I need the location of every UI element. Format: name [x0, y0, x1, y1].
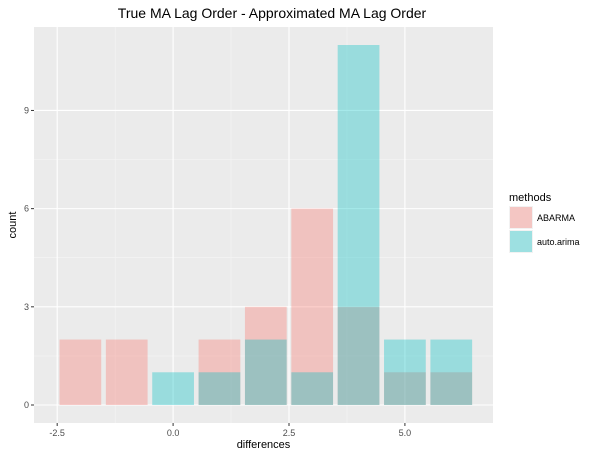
bar-abarma-5 [337, 306, 380, 405]
bar-auto-arima-0 [152, 372, 194, 405]
bar-abarma-2 [198, 339, 241, 405]
bar-auto-arima-4 [337, 45, 380, 405]
bar-abarma-6 [384, 372, 426, 405]
bar-auto-arima-1 [198, 372, 241, 405]
bar-auto-arima-2 [244, 339, 287, 405]
bar-auto-arima-5 [384, 339, 426, 405]
bars-layer [59, 45, 473, 405]
bar-abarma-7 [430, 372, 473, 405]
y-tick-label: 0 [24, 400, 29, 410]
y-axis-title: count [7, 212, 19, 239]
bar-abarma-3 [244, 306, 287, 405]
x-tick-label: 0.0 [167, 428, 180, 438]
legend-key-swatch [510, 231, 532, 252]
legend-key-background [509, 230, 533, 253]
bar-auto-arima-6 [430, 339, 473, 405]
x-axis: -2.5 0.0 2.5 5.0 [49, 423, 411, 438]
bar-auto-arima-3 [291, 372, 334, 405]
chart-title: True MA Lag Order - Approximated MA Lag … [118, 5, 427, 21]
y-tick-label: 6 [24, 204, 29, 214]
legend: methods ABARMA auto.arima [509, 192, 580, 253]
x-tick-label: 2.5 [283, 428, 296, 438]
minor-gridlines [34, 27, 493, 423]
x-tick-label: 5.0 [399, 428, 412, 438]
legend-label: ABARMA [537, 213, 575, 223]
legend-items: ABARMA auto.arima [509, 206, 580, 253]
legend-label: auto.arima [537, 237, 580, 247]
x-axis-title: differences [237, 439, 291, 451]
y-tick-label: 9 [24, 105, 29, 115]
y-tick-label: 3 [24, 302, 29, 312]
y-axis: 0 3 6 9 [24, 105, 34, 410]
major-gridlines [34, 27, 493, 423]
bar-abarma-4 [291, 208, 334, 405]
legend-key-swatch [510, 207, 532, 228]
legend-key-background [509, 206, 533, 229]
bar-abarma-1 [105, 339, 148, 405]
plot-panel [34, 27, 493, 423]
x-tick-label: -2.5 [49, 428, 65, 438]
bar-abarma-0 [59, 339, 102, 405]
legend-title: methods [509, 192, 552, 204]
